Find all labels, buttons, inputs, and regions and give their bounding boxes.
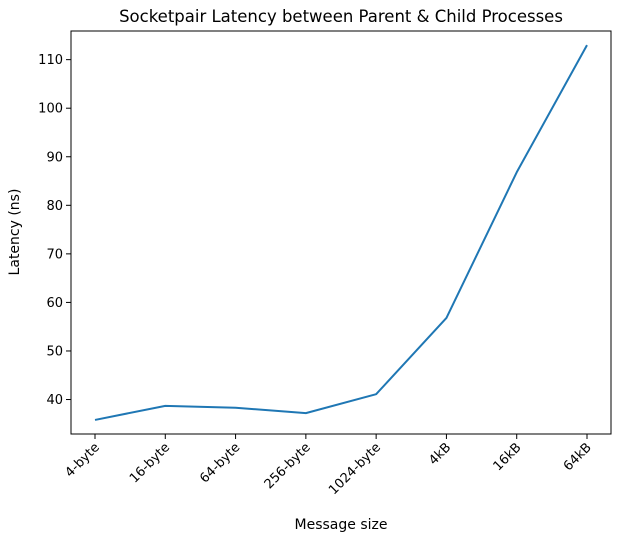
x-tick-label: 1024-byte (326, 440, 384, 498)
series-line-0 (94, 44, 588, 421)
x-axis-label: Message size (295, 517, 388, 533)
y-tick-label: 80 (46, 199, 63, 214)
x-tick-label: 16-byte (127, 440, 173, 486)
x-tick-label: 256-byte (262, 440, 314, 492)
x-axis: 4-byte 16-byte 64-byte 256-byte 1024-byte 4kB… (63, 434, 595, 498)
y-tick-label: 50 (46, 344, 63, 359)
y-tick-label: 100 (38, 102, 63, 117)
x-tick-label: 64kB (561, 440, 595, 474)
y-tick-label: 60 (46, 296, 63, 311)
y-axis: 40 50 60 70 80 90 100 110 (38, 53, 71, 408)
series-layer (94, 44, 588, 421)
x-tick-label: 4-byte (63, 440, 103, 480)
x-tick-label: 4kB (426, 440, 454, 468)
y-axis-label: Latency (ns) (7, 189, 23, 276)
y-tick-label: 110 (38, 53, 63, 68)
chart-title: Socketpair Latency between Parent & Chil… (119, 7, 563, 26)
plot-area (70, 30, 612, 435)
y-tick-label: 40 (46, 393, 63, 408)
x-tick-label: 16kB (491, 440, 525, 474)
y-tick-label: 70 (46, 247, 63, 262)
x-tick-label: 64-byte (197, 440, 243, 486)
y-tick-label: 90 (46, 150, 63, 165)
